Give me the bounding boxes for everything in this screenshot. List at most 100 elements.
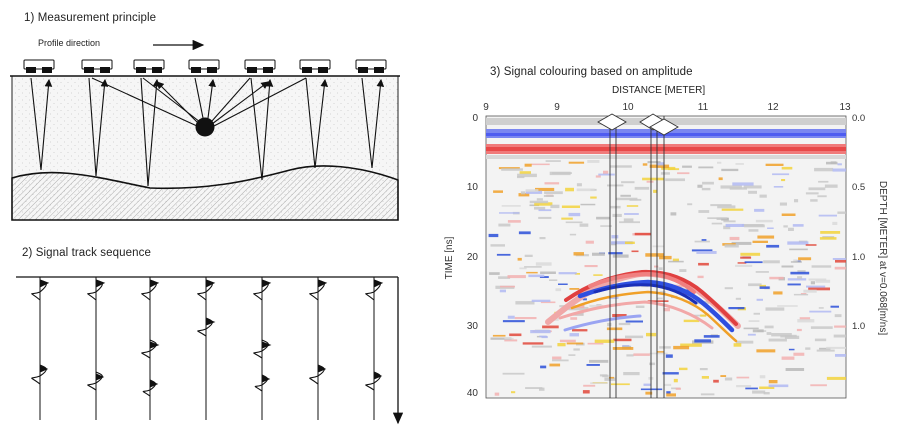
noise-segment	[809, 310, 832, 313]
noise-segment	[797, 319, 815, 323]
noise-segment	[662, 372, 679, 375]
noise-segment	[670, 212, 677, 216]
noise-segment	[558, 283, 568, 285]
noise-segment	[796, 328, 802, 332]
noise-segment	[502, 320, 525, 323]
noise-segment	[696, 251, 717, 254]
noise-segment	[757, 235, 775, 239]
noise-segment	[518, 193, 530, 197]
noise-segment	[811, 265, 832, 268]
noise-segment	[507, 315, 515, 319]
noise-segment	[733, 343, 742, 347]
noise-segment	[561, 205, 580, 208]
noise-segment	[493, 190, 503, 193]
noise-segment	[635, 305, 645, 308]
noise-segment	[725, 223, 745, 227]
noise-segment	[657, 297, 663, 300]
noise-segment	[794, 199, 799, 203]
noise-segment	[837, 163, 842, 166]
noise-segment	[621, 181, 635, 184]
noise-segment	[700, 393, 715, 396]
noise-segment	[496, 253, 511, 256]
noise-segment	[718, 177, 723, 181]
noise-segment	[498, 223, 511, 227]
noise-segment	[732, 182, 754, 186]
panel2-title: 2) Signal track sequence	[22, 247, 151, 259]
noise-segment	[743, 327, 759, 330]
noise-segment	[538, 216, 552, 219]
noise-segment	[698, 210, 710, 213]
noise-segment	[540, 365, 547, 369]
noise-segment	[612, 254, 629, 258]
noise-segment	[675, 387, 681, 390]
noise-segment	[694, 339, 711, 343]
noise-segment	[620, 194, 631, 197]
noise-segment	[759, 286, 770, 289]
noise-segment	[573, 348, 580, 351]
noise-segment	[724, 244, 739, 248]
noise-segment	[832, 258, 846, 260]
noise-segment	[576, 188, 595, 192]
noise-segment	[731, 241, 752, 245]
noise-segment	[530, 330, 551, 334]
noise-segment	[552, 359, 569, 362]
noise-segment	[589, 304, 604, 308]
noise-segment	[691, 249, 713, 252]
noise-segment	[736, 340, 754, 344]
noise-segment	[610, 165, 632, 168]
noise-segment	[525, 189, 539, 192]
noise-segment	[747, 333, 756, 336]
panel3-title: 3) Signal colouring based on amplitude	[490, 66, 693, 78]
noise-segment	[593, 274, 603, 276]
noise-segment	[502, 372, 525, 375]
noise-segment	[834, 325, 846, 328]
noise-segment	[568, 354, 576, 356]
noise-segment	[748, 320, 760, 322]
noise-segment	[781, 213, 796, 216]
noise-segment	[623, 218, 634, 222]
noise-segment	[528, 274, 545, 278]
noise-segment	[517, 257, 522, 261]
noise-segment	[507, 275, 526, 279]
noise-segment	[663, 308, 670, 312]
noise-segment	[793, 259, 798, 263]
noise-segment	[569, 233, 577, 236]
noise-segment	[668, 260, 684, 263]
noise-segment	[612, 347, 634, 350]
noise-segment	[525, 190, 543, 194]
noise-segment	[566, 342, 584, 345]
noise-segment	[665, 178, 685, 182]
noise-segment	[576, 183, 582, 187]
noise-segment	[808, 278, 827, 281]
noise-segment	[818, 307, 824, 309]
trace-3	[141, 277, 160, 420]
noise-segment	[818, 214, 837, 217]
noise-segment	[612, 314, 627, 317]
noise-segment	[590, 382, 608, 384]
noise-segment	[519, 171, 531, 175]
noise-segment	[538, 209, 552, 212]
noise-segment	[694, 240, 710, 243]
noise-segment	[640, 388, 663, 391]
noise-segment	[633, 353, 650, 356]
noise-segment	[671, 387, 681, 390]
noise-segment	[781, 265, 794, 268]
noise-segment	[818, 180, 829, 183]
subsurface-layer	[11, 165, 399, 221]
noise-segment	[618, 322, 631, 326]
noise-segment	[611, 235, 619, 239]
noise-segment	[752, 390, 766, 394]
noise-segment	[740, 252, 761, 256]
noise-segment	[781, 179, 786, 182]
antenna-6-icon	[299, 59, 331, 73]
noise-segment	[819, 347, 831, 350]
noise-segment	[539, 387, 545, 391]
noise-segment	[501, 168, 523, 171]
noise-segment	[534, 202, 553, 206]
noise-segment	[544, 182, 560, 185]
noise-segment	[805, 192, 819, 195]
noise-segment	[755, 271, 769, 273]
noise-segment	[824, 184, 838, 188]
antenna-row	[23, 59, 387, 73]
x-tick-4: 11	[698, 102, 709, 113]
